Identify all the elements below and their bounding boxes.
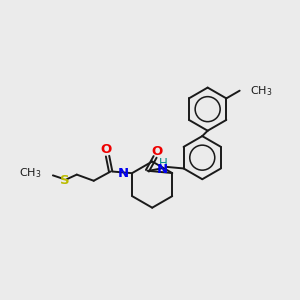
Text: N: N <box>157 163 168 176</box>
Text: O: O <box>151 145 162 158</box>
Text: S: S <box>60 174 69 187</box>
Text: N: N <box>118 167 129 180</box>
Text: CH$_3$: CH$_3$ <box>19 166 41 180</box>
Text: H: H <box>158 157 167 169</box>
Text: CH$_3$: CH$_3$ <box>250 84 273 98</box>
Text: O: O <box>100 143 112 157</box>
